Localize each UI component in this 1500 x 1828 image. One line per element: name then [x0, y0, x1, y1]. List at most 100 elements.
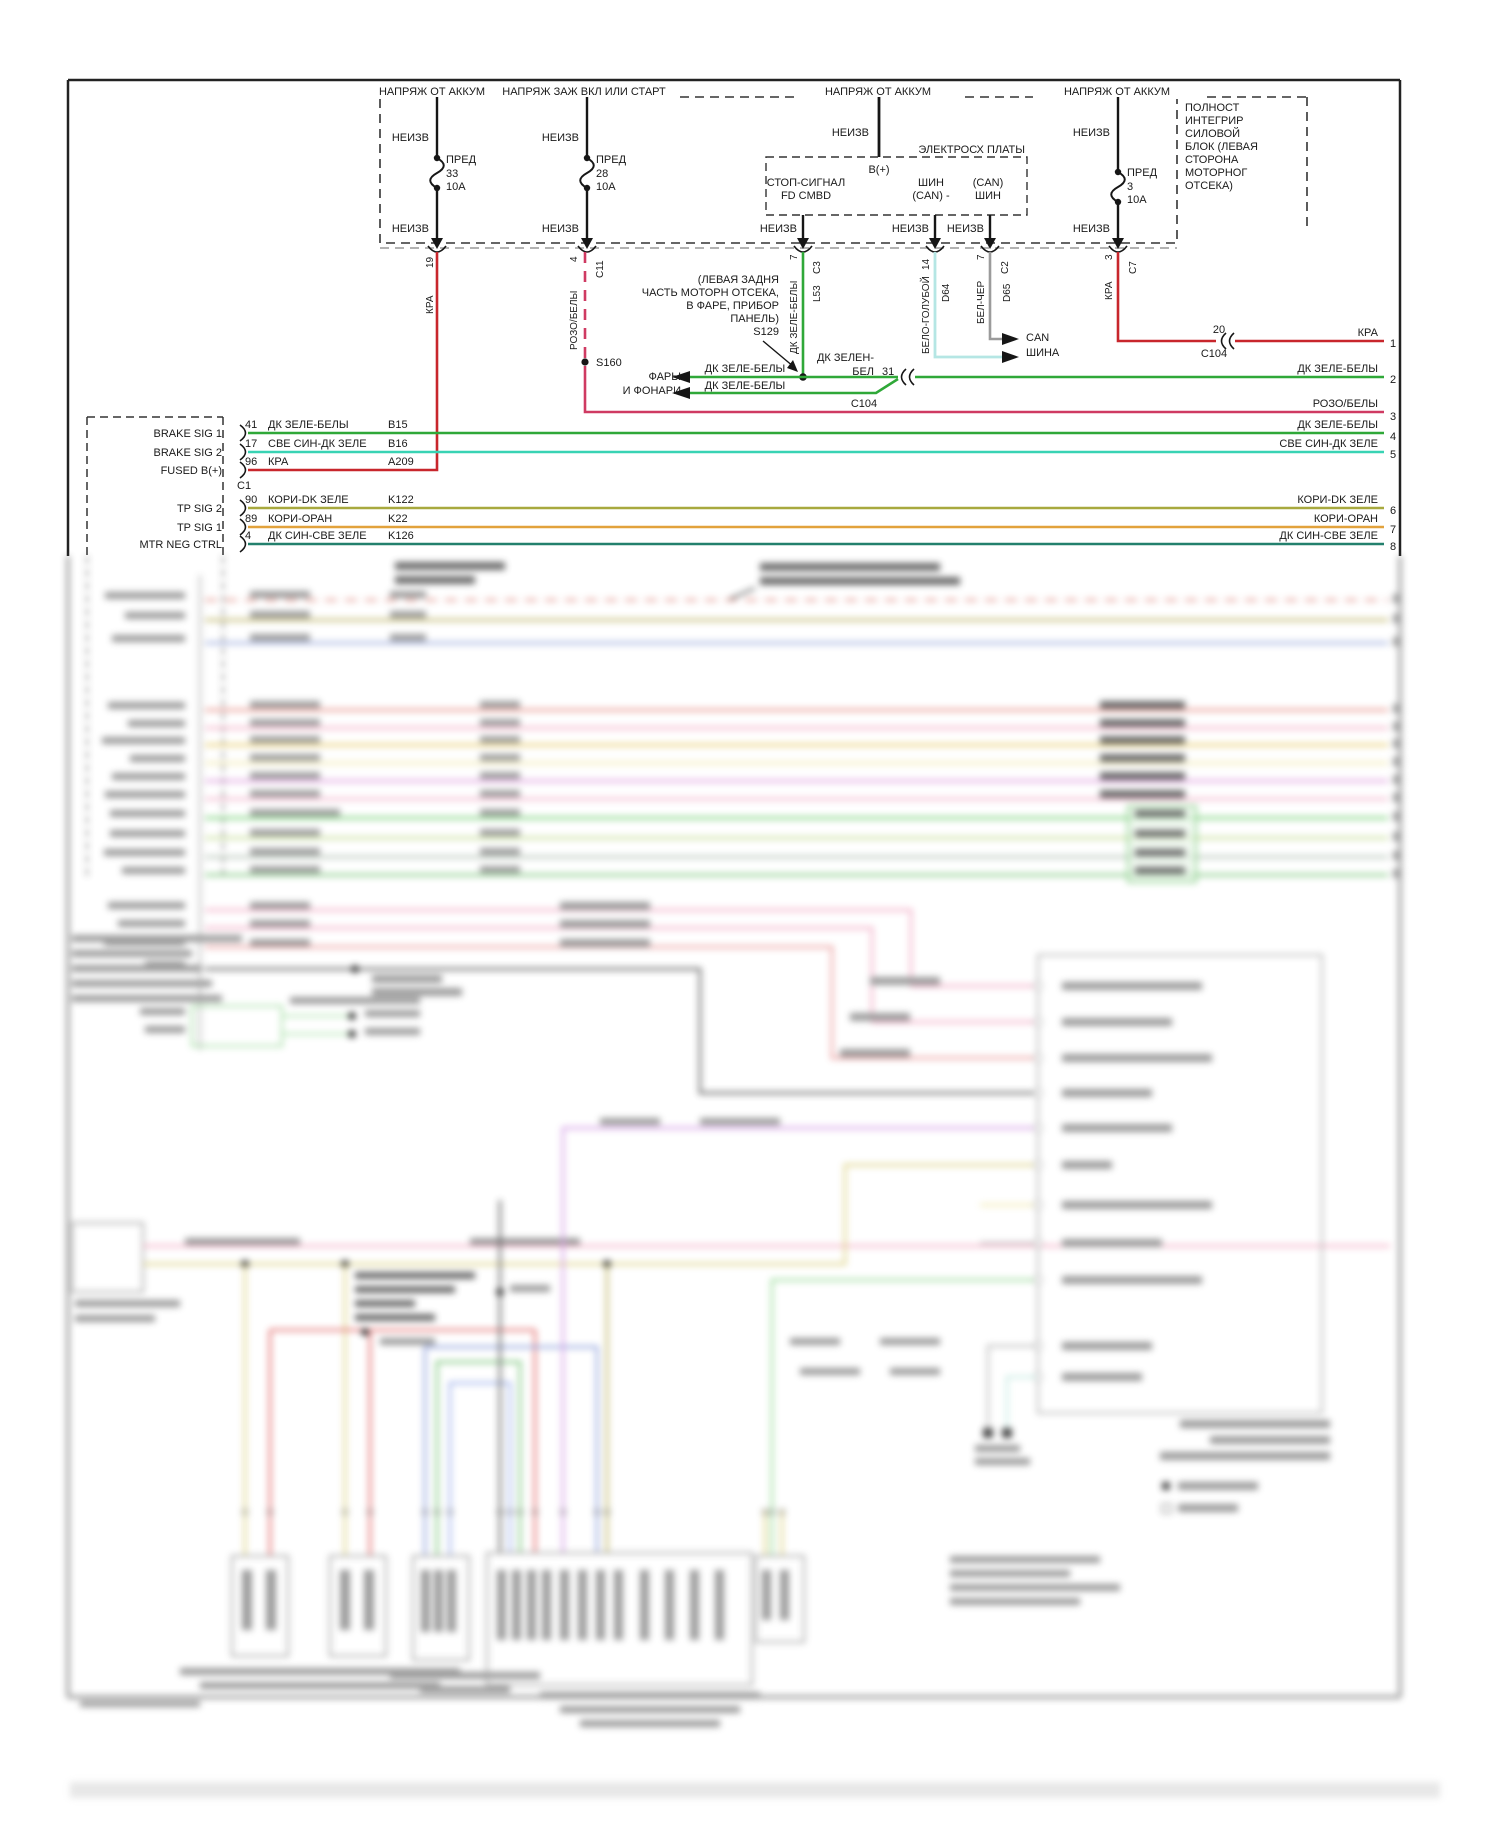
lightgreen-component-box	[191, 1005, 283, 1047]
wireD-splice-dot	[351, 965, 359, 973]
wireC1-blob	[250, 902, 310, 909]
wire-can-gray	[988, 252, 1002, 341]
fuse2-word: ПРЕД	[596, 154, 627, 166]
fuse4-arrowhead	[1112, 238, 1124, 249]
left-block-pin41-arc	[239, 424, 247, 442]
blur-label-blobs-mid	[250, 591, 1185, 874]
pin90-code: K122	[388, 494, 414, 506]
feed2-label-plate	[492, 84, 678, 99]
s129-note-arrow-line	[762, 340, 795, 368]
pin17-code: B16	[388, 438, 408, 450]
tipm-name-line7: ОТСЕКА)	[1185, 180, 1233, 192]
fuse4-unknown-top: НЕИЗВ	[1073, 127, 1110, 139]
inline-conn-31-arc1	[900, 368, 907, 386]
ground-lug1	[983, 1428, 993, 1438]
circuit-d65-label: D65	[1002, 283, 1013, 302]
fuse1-unknown-bottom: НЕИЗВ	[392, 223, 429, 235]
fuse2-element	[579, 157, 595, 189]
fusebox-dashed-outline	[379, 96, 1178, 244]
feed2-label: НАПРЯЖ ЗАЖ ВКЛ ИЛИ СТАРТ	[502, 86, 666, 98]
feed1-label: НАПРЯЖ ОТ АККУМ	[379, 86, 485, 98]
inline-conn-20-arc2	[1228, 332, 1235, 350]
signal-brake-sig1: BRAKE SIG 1	[154, 428, 222, 440]
fuse1-number: 33	[446, 168, 458, 180]
signal-mtr-neg-ctrl: MTR NEG CTRL	[140, 539, 223, 551]
pin41-wire: ДК ЗЕЛЕ-БЕЛЫ	[268, 419, 349, 431]
splice-s160-label: S160	[596, 357, 622, 369]
noteA-blob1	[395, 562, 505, 570]
row2-num: 2	[1390, 374, 1396, 386]
ground-lug2	[1002, 1428, 1012, 1438]
fuse2-unknown-bottom: НЕИЗВ	[542, 223, 579, 235]
row2-label: ДК ЗЕЛЕ-БЕЛЫ	[1297, 363, 1378, 375]
ground-label-blob2	[975, 1458, 1030, 1465]
wireE1-dot	[348, 1012, 356, 1020]
s129-note-arrowhead	[787, 360, 798, 372]
fuse2-number: 28	[596, 168, 608, 180]
bottom-pin-bumps	[241, 1508, 786, 1516]
pin17-num: 17	[245, 438, 257, 450]
green-lower-wire-label: ДК ЗЕЛЕ-БЕЛЫ	[705, 380, 786, 392]
blur-label-blobs-left	[102, 592, 185, 1033]
ground-label-blob1	[975, 1445, 1020, 1452]
fuse1-element	[429, 157, 445, 189]
canminus-output-arrowhead	[929, 238, 941, 249]
wireC2-blob2	[560, 920, 650, 928]
lamps-label-line1: ФАРЫ	[648, 371, 681, 383]
inline-conn-31-name: C104	[851, 398, 877, 410]
pin96-code: A209	[388, 456, 414, 468]
wire-green-to-lamps-lower	[688, 377, 899, 395]
left-block-pin96-arc	[239, 461, 247, 479]
inline-conn-31-arc2	[908, 368, 915, 386]
pin3-label: 3	[1104, 254, 1115, 260]
lightgreen-box-title-blob	[290, 997, 420, 1004]
fuse4-word: ПРЕД	[1127, 167, 1158, 179]
fuse4-number: 3	[1127, 181, 1133, 193]
canplus-output-unknown: НЕИЗВ	[947, 223, 984, 235]
pin96-wire: КРА	[268, 456, 289, 468]
wire-kra2-rot-label: КРА	[1104, 281, 1115, 300]
signal-fused-bplus: FUSED B(+)	[161, 465, 222, 477]
fuse1-arrowhead	[431, 238, 443, 249]
bottom-box1	[231, 1555, 289, 1657]
row7-num: 7	[1390, 524, 1396, 536]
circuit-l53-label: L53	[812, 285, 823, 302]
pcb-canminus-line2: (CAN) -	[912, 190, 950, 202]
circuit-d64-label: D64	[941, 283, 952, 302]
row6-label: КОРИ-DK ЗЕЛЕ	[1297, 494, 1378, 506]
tipm-name-line5: СТОРОНА	[1185, 154, 1239, 166]
blur-row-number-blobs	[1393, 594, 1402, 878]
wireF-blob2	[470, 1238, 580, 1245]
inline-conn-20-name: C104	[1201, 348, 1227, 360]
wireN-gray-ground	[986, 1344, 1036, 1428]
wireK-dot	[496, 1288, 504, 1296]
legend-ground-blob	[1178, 1504, 1238, 1512]
fuse2-unknown-top: НЕИЗВ	[542, 132, 579, 144]
noteB-arrow	[729, 587, 756, 600]
fuse4-amps: 10A	[1127, 194, 1147, 206]
wireC3-salmon	[205, 945, 1036, 1060]
wireC1-pink	[205, 908, 1036, 988]
dk-zelen-label-line2: БЕЛ	[852, 366, 874, 378]
fuse4-element	[1110, 171, 1126, 203]
pcb-canminus-line1: ШИН	[918, 177, 944, 189]
lamps-arrow-lower	[672, 387, 690, 399]
pin41-num: 41	[245, 419, 257, 431]
inline-conn-31-pin: 31	[882, 366, 894, 378]
footer-small-text-blob	[80, 1701, 200, 1707]
pin4-label: 4	[569, 256, 580, 262]
bottom-box-inner-blobs	[242, 1570, 789, 1640]
wire-belogol-rot-label: БЕЛО-ГОЛУБОЙ	[919, 276, 932, 354]
inline-conn-20-pin: 20	[1213, 324, 1225, 336]
row5-label: СВЕ СИН-ДК ЗЕЛЕ	[1279, 438, 1378, 450]
tipm-name-line2: ИНТЕГРИР	[1185, 115, 1243, 127]
pcb-stop-line1: СТОП-СИГНАЛ	[767, 177, 845, 189]
wireC1-blob2	[560, 902, 650, 910]
can-arrow-lower	[1002, 351, 1019, 363]
row5-num: 5	[1390, 449, 1396, 461]
right-module-box	[1037, 954, 1323, 1414]
left-harness-text-block	[72, 935, 242, 1002]
feed4-label: НАПРЯЖ ОТ АККУМ	[1064, 86, 1170, 98]
feed3-label-plate	[794, 84, 962, 99]
wire-belcher-rot-label: БЕЛ-ЧЕР	[976, 281, 987, 324]
